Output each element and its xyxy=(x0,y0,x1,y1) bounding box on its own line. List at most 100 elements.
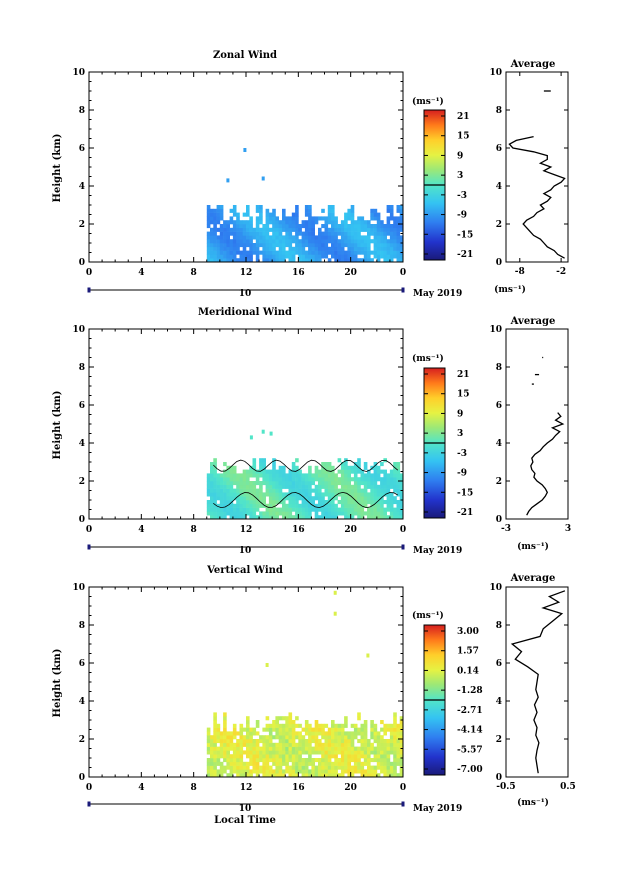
heatmap-cell xyxy=(226,231,230,236)
heatmap-cell xyxy=(308,496,312,501)
heatmap-cell xyxy=(324,488,329,493)
heatmap-cell xyxy=(324,250,329,255)
heatmap-cell xyxy=(318,496,322,501)
heatmap-cell xyxy=(353,723,358,728)
heatmap-cell xyxy=(210,746,214,751)
heatmap-cell xyxy=(373,765,378,770)
heatmap-cell xyxy=(334,484,338,489)
heatmap-cell xyxy=(396,462,401,467)
heatmap-cell xyxy=(308,761,312,766)
heatmap-cell xyxy=(321,500,325,505)
heatmap-cell xyxy=(393,769,397,774)
heatmap-cell xyxy=(370,492,374,497)
heatmap-cell xyxy=(314,765,319,770)
heatmap-cell xyxy=(321,473,325,478)
heatmap-cell xyxy=(399,515,404,520)
x-tick-label: 16 xyxy=(292,525,305,535)
heatmap-cell xyxy=(304,492,309,497)
heatmap-cell xyxy=(331,473,335,478)
heatmap-cell xyxy=(380,765,384,770)
heatmap-cell xyxy=(219,750,224,755)
heatmap-cell xyxy=(246,231,250,236)
heatmap-cell xyxy=(236,227,240,232)
heatmap-cell xyxy=(288,758,293,763)
colorbar-tick-label: -7.00 xyxy=(457,765,483,775)
heatmap-cell xyxy=(324,254,329,259)
heatmap-cell xyxy=(393,754,397,759)
heatmap-cell xyxy=(285,720,289,725)
heatmap-cell xyxy=(242,227,247,232)
heatmap-cell xyxy=(249,488,253,493)
heatmap-cell xyxy=(288,750,293,755)
heatmap-cell xyxy=(275,735,279,740)
heatmap-cell xyxy=(304,212,309,217)
heatmap-cell xyxy=(340,243,345,248)
heatmap-cell xyxy=(399,205,404,210)
heatmap-cell xyxy=(337,765,342,770)
heatmap-cell xyxy=(278,250,283,255)
heatmap-cell xyxy=(246,488,250,493)
colorbar-unit: (ms⁻¹) xyxy=(412,610,444,621)
heatmap-cell xyxy=(347,507,351,512)
heatmap-cell xyxy=(318,473,322,478)
heatmap-cell xyxy=(285,250,289,255)
x-tick-label: 0 xyxy=(86,783,92,793)
heatmap-cell xyxy=(246,492,250,497)
heatmap-cell xyxy=(357,258,361,263)
heatmap-cell xyxy=(288,507,293,512)
heatmap-cell xyxy=(206,473,211,478)
heatmap-cell xyxy=(380,496,384,501)
heatmap-cell xyxy=(327,250,332,255)
heatmap-cell xyxy=(324,723,329,728)
heatmap-cell xyxy=(278,731,283,736)
heatmap-cell xyxy=(337,458,342,463)
heatmap-cell xyxy=(285,220,289,225)
heatmap-cell xyxy=(206,212,211,217)
heatmap-cell xyxy=(213,224,217,229)
heatmap-cell xyxy=(285,758,289,763)
heatmap-cell xyxy=(318,742,322,747)
heatmap-cell xyxy=(376,239,381,244)
heatmap-cell xyxy=(340,488,345,493)
heatmap-cell xyxy=(232,758,237,763)
heatmap-cell xyxy=(350,208,355,213)
heatmap-cell xyxy=(265,492,270,497)
heatmap-cell xyxy=(288,746,293,751)
heatmap-cell xyxy=(278,739,283,744)
x-tick-label: 0 xyxy=(86,525,92,535)
heatmap-cell xyxy=(399,254,404,259)
heatmap-cell xyxy=(216,731,221,736)
x-tick-label: 20 xyxy=(344,268,357,278)
heatmap-cell xyxy=(301,220,306,225)
heatmap-cell xyxy=(304,484,309,489)
heatmap-cell xyxy=(389,484,394,489)
heatmap-cell xyxy=(304,227,309,232)
heatmap-cell xyxy=(393,773,397,778)
heatmap-cell xyxy=(246,224,250,229)
heatmap-cell xyxy=(396,481,401,486)
heatmap-cell xyxy=(242,742,247,747)
heatmap-cell xyxy=(255,758,260,763)
heatmap-cell xyxy=(399,511,404,516)
heatmap-cell xyxy=(363,761,368,766)
heatmap-cell xyxy=(386,254,391,259)
heatmap-cell xyxy=(216,484,221,489)
y-axis-label: Height (km) xyxy=(52,649,63,718)
heatmap-cell xyxy=(344,458,348,463)
heatmap-cell xyxy=(350,500,355,505)
heatmap-cell xyxy=(334,765,338,770)
heatmap-cell xyxy=(393,735,397,740)
heatmap-cell xyxy=(246,473,250,478)
heatmap-cell xyxy=(275,515,279,520)
heatmap-cell xyxy=(223,231,227,236)
heatmap-cell xyxy=(295,492,299,497)
heatmap-cell xyxy=(206,507,211,512)
heatmap-cell xyxy=(246,250,250,255)
heatmap-cell xyxy=(376,488,381,493)
heatmap-cell xyxy=(216,243,221,248)
heatmap-cell xyxy=(380,754,384,759)
heatmap-cell xyxy=(347,212,351,217)
heatmap-cell xyxy=(340,235,345,240)
heatmap-cell xyxy=(239,754,244,759)
heatmap-cell xyxy=(295,742,299,747)
